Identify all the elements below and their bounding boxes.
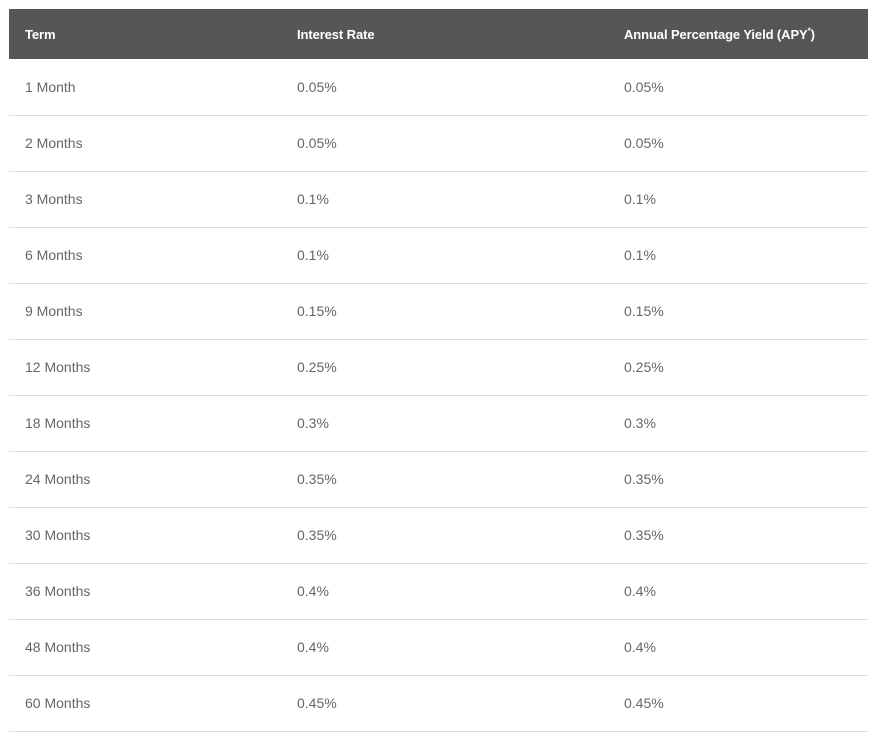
cell-interest-rate: 0.3% [297, 415, 329, 431]
table-row: 6 Months 0.1% 0.1% [9, 227, 868, 283]
cell-apy: 0.35% [624, 471, 664, 487]
cell-interest-rate: 0.35% [297, 471, 337, 487]
cell-term: 3 Months [25, 191, 83, 207]
cell-term: 6 Months [25, 247, 83, 263]
cell-interest-rate: 0.45% [297, 695, 337, 711]
cell-term: 2 Months [25, 135, 83, 151]
cell-apy: 0.35% [624, 527, 664, 543]
table-row: 18 Months 0.3% 0.3% [9, 395, 868, 451]
table-body: 1 Month 0.05% 0.05% 2 Months 0.05% 0.05% 3 Mon… [9, 59, 868, 731]
cd-rates-table: Term Interest Rate Annual Percentage Yie… [9, 9, 868, 732]
header-apy: Annual Percentage Yield (APY*) [608, 9, 868, 59]
cell-interest-rate: 0.05% [297, 78, 337, 95]
table-row: 9 Months 0.15% 0.15% [9, 283, 868, 339]
cell-apy: 0.25% [624, 359, 664, 375]
header-term: Term [25, 26, 56, 42]
cell-term: 36 Months [25, 583, 91, 599]
cell-term: 9 Months [25, 303, 83, 319]
table-row: 48 Months 0.4% 0.4% [9, 619, 868, 675]
header-interest-rate: Interest Rate [297, 26, 375, 42]
cell-apy: 0.3% [624, 415, 656, 431]
cell-term: 48 Months [25, 639, 91, 655]
cell-apy: 0.4% [624, 639, 656, 655]
header-row: Term Interest Rate Annual Percentage Yie… [9, 9, 868, 59]
cell-term: 60 Months [25, 695, 91, 711]
table-row: 24 Months 0.35% 0.35% [9, 451, 868, 507]
cell-interest-rate: 0.05% [297, 135, 337, 151]
cell-apy: 0.1% [624, 191, 656, 207]
cell-interest-rate: 0.1% [297, 247, 329, 263]
cell-apy: 0.05% [624, 135, 664, 151]
header-apy-label: Annual Percentage Yield (APY [624, 26, 808, 42]
cell-term: 1 Month [25, 78, 76, 95]
cell-interest-rate: 0.25% [297, 359, 337, 375]
cell-term: 12 Months [25, 359, 91, 375]
table-row: 2 Months 0.05% 0.05% [9, 115, 868, 171]
cell-apy: 0.4% [624, 583, 656, 599]
table-row: 30 Months 0.35% 0.35% [9, 507, 868, 563]
table-row: 3 Months 0.1% 0.1% [9, 171, 868, 227]
cell-term: 30 Months [25, 527, 91, 543]
cell-interest-rate: 0.15% [297, 303, 337, 319]
cell-interest-rate: 0.4% [297, 639, 329, 655]
header-apy-footnote-mark: * [807, 26, 811, 36]
cell-term: 18 Months [25, 415, 91, 431]
table-row: 60 Months 0.45% 0.45% [9, 675, 868, 731]
cell-term: 24 Months [25, 471, 91, 487]
cell-apy: 0.1% [624, 247, 656, 263]
cell-interest-rate: 0.35% [297, 527, 337, 543]
cell-interest-rate: 0.1% [297, 191, 329, 207]
table-header: Term Interest Rate Annual Percentage Yie… [9, 9, 868, 59]
table-row: 36 Months 0.4% 0.4% [9, 563, 868, 619]
cell-apy: 0.05% [624, 78, 664, 95]
cell-apy: 0.15% [624, 303, 664, 319]
cell-interest-rate: 0.4% [297, 583, 329, 599]
table-row: 12 Months 0.25% 0.25% [9, 339, 868, 395]
table-row: 1 Month 0.05% 0.05% [9, 59, 868, 115]
cell-apy: 0.45% [624, 695, 664, 711]
header-apy-close: ) [810, 26, 815, 42]
